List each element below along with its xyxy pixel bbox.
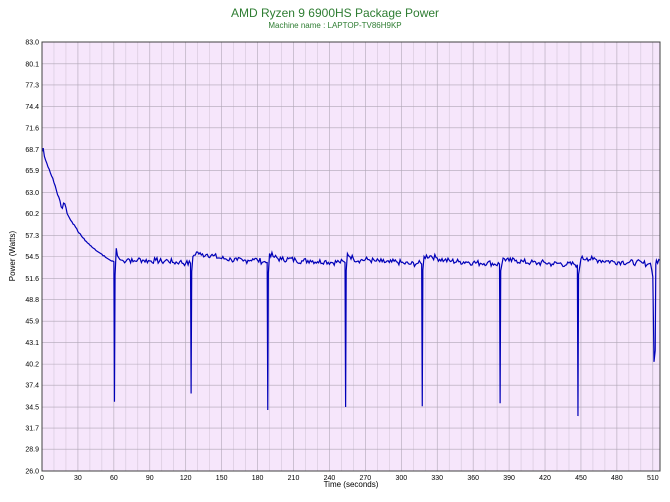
y-tick-label: 34.5	[25, 405, 39, 412]
y-tick-label: 28.9	[25, 447, 39, 454]
plot-frame	[41, 41, 661, 472]
x-axis-label: Time (seconds)	[324, 480, 379, 489]
x-tick-label: 210	[288, 475, 300, 482]
y-axis-label: Power (Watts)	[8, 230, 17, 281]
y-tick-label: 37.4	[25, 383, 39, 390]
y-tick-label: 48.8	[25, 297, 39, 304]
x-tick-label: 480	[611, 475, 623, 482]
x-axis-ticks: 0 30 60 90 120 150 180 210 240 270 300 330 360 390 420…	[40, 475, 659, 482]
x-tick-label: 0	[40, 475, 44, 482]
y-tick-label: 54.5	[25, 254, 39, 261]
x-tick-label: 360	[467, 475, 479, 482]
y-axis-ticks: 26.0 28.9 31.7 34.5 37.4 40.2 43.1 45.9 48.8 51.6…	[25, 40, 39, 476]
y-tick-label: 83.0	[25, 40, 39, 47]
y-tick-label: 57.3	[25, 233, 39, 240]
y-tick-label: 26.0	[25, 469, 39, 476]
y-tick-label: 60.2	[25, 211, 39, 218]
x-tick-label: 180	[252, 475, 264, 482]
y-tick-label: 68.7	[25, 147, 39, 154]
y-tick-label: 63.0	[25, 190, 39, 197]
x-tick-label: 390	[503, 475, 515, 482]
y-tick-label: 40.2	[25, 362, 39, 369]
x-tick-label: 450	[575, 475, 587, 482]
y-tick-label: 65.9	[25, 168, 39, 175]
x-tick-label: 30	[74, 475, 82, 482]
x-tick-label: 90	[146, 475, 154, 482]
x-tick-label: 420	[539, 475, 551, 482]
y-tick-label: 43.1	[25, 340, 39, 347]
x-tick-label: 150	[216, 475, 228, 482]
y-tick-label: 77.3	[25, 82, 39, 89]
x-tick-label: 240	[324, 475, 336, 482]
series-line-package-power	[41, 147, 661, 417]
y-tick-label: 45.9	[25, 319, 39, 326]
y-tick-label: 31.7	[25, 426, 39, 433]
x-tick-label: 510	[647, 475, 659, 482]
x-tick-label: 300	[395, 475, 407, 482]
x-tick-label: 120	[180, 475, 192, 482]
y-tick-label: 71.6	[25, 125, 39, 132]
y-tick-label: 74.4	[25, 104, 39, 111]
x-tick-label: 330	[431, 475, 443, 482]
y-tick-label: 51.6	[25, 276, 39, 283]
chart-subtitle: Machine name : LAPTOP-TV86H9KP	[268, 21, 402, 30]
x-tick-label: 60	[110, 475, 118, 482]
chart-title: AMD Ryzen 9 6900HS Package Power	[230, 6, 440, 20]
x-tick-label: 270	[360, 475, 372, 482]
y-tick-label: 80.1	[25, 61, 39, 68]
